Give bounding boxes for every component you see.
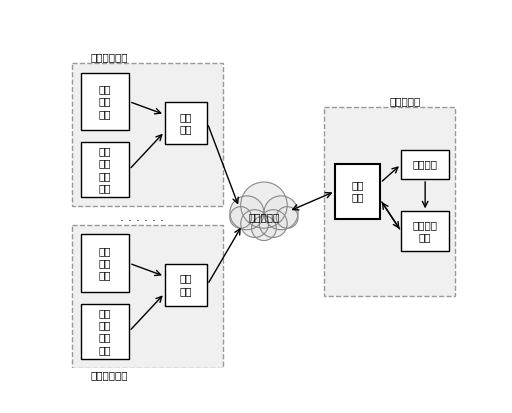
Text: 通信
模块: 通信 模块 xyxy=(180,112,193,134)
Bar xyxy=(72,225,223,368)
Bar xyxy=(72,64,223,206)
Text: 空气
质量
监测
模块: 空气 质量 监测 模块 xyxy=(99,308,111,355)
Circle shape xyxy=(276,206,298,228)
Text: 数据分析
模块: 数据分析 模块 xyxy=(413,220,438,242)
Text: 综合服务器: 综合服务器 xyxy=(389,96,421,106)
Circle shape xyxy=(259,210,287,237)
Bar xyxy=(81,234,129,292)
Bar xyxy=(81,304,129,359)
Bar xyxy=(401,150,449,179)
Circle shape xyxy=(259,210,287,237)
Text: 位置
监测
模块: 位置 监测 模块 xyxy=(99,246,111,281)
Text: 移动互联网: 移动互联网 xyxy=(248,212,280,223)
Circle shape xyxy=(241,210,269,237)
Text: 位置
监测
模块: 位置 监测 模块 xyxy=(99,84,111,119)
Text: 移动智能终端: 移动智能终端 xyxy=(90,370,127,380)
Bar xyxy=(165,263,207,306)
Circle shape xyxy=(251,216,276,240)
Circle shape xyxy=(230,206,251,228)
Text: . . . . . .: . . . . . . xyxy=(119,211,163,224)
Circle shape xyxy=(251,216,276,240)
Bar xyxy=(401,211,449,251)
Circle shape xyxy=(241,182,287,228)
Text: 存储模块: 存储模块 xyxy=(413,159,438,169)
Circle shape xyxy=(264,196,298,230)
Bar xyxy=(324,107,455,296)
Circle shape xyxy=(276,206,298,228)
Bar xyxy=(335,164,380,219)
Circle shape xyxy=(230,196,264,230)
Text: 移动智能终端: 移动智能终端 xyxy=(90,52,127,62)
Bar xyxy=(81,73,129,131)
Text: 通信
模块: 通信 模块 xyxy=(180,273,193,296)
Circle shape xyxy=(264,196,298,230)
Circle shape xyxy=(230,206,251,228)
Text: 空气
质量
监测
模块: 空气 质量 监测 模块 xyxy=(99,146,111,193)
Text: 通信
模块: 通信 模块 xyxy=(351,180,364,202)
Circle shape xyxy=(241,182,287,228)
Circle shape xyxy=(230,196,264,230)
Bar xyxy=(165,102,207,144)
Bar xyxy=(81,142,129,197)
Circle shape xyxy=(241,210,269,237)
